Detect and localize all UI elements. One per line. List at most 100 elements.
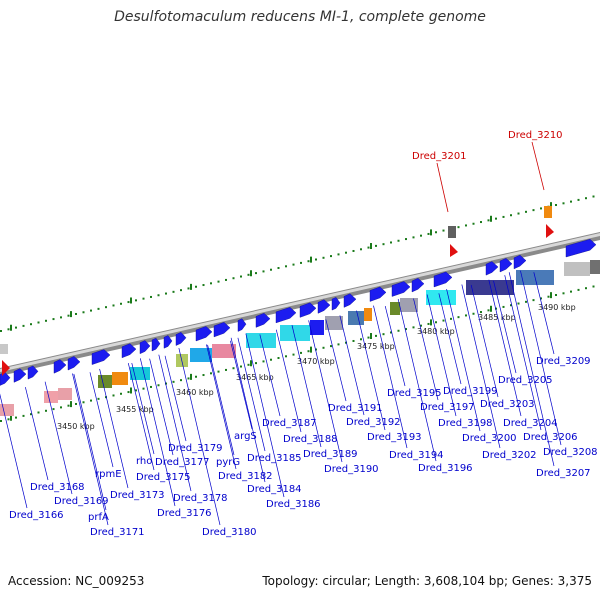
gene-label[interactable]: Dred_3200 (462, 433, 517, 444)
feature-block[interactable] (390, 302, 400, 315)
feature-block[interactable] (348, 311, 364, 325)
gene-label[interactable]: rho (136, 456, 152, 467)
gene-arrow[interactable] (213, 322, 231, 338)
gene-label[interactable]: Dred_3193 (367, 432, 422, 443)
feature-block[interactable] (426, 290, 456, 305)
marker-icon[interactable] (546, 224, 554, 238)
feature-block[interactable] (58, 388, 72, 400)
feature-block[interactable] (0, 404, 14, 416)
gene-label[interactable]: Dred_3173 (110, 490, 165, 501)
gene-label[interactable]: Dred_3186 (266, 499, 321, 510)
gene-label[interactable]: Dred_3205 (498, 375, 553, 386)
gene-label[interactable]: Dred_3202 (482, 450, 537, 461)
gene-label[interactable]: pyrG (216, 457, 240, 468)
gene-arrow[interactable] (317, 299, 331, 314)
feature-block[interactable] (190, 348, 212, 362)
gene-label[interactable]: prfA (88, 512, 109, 523)
gene-arrow[interactable] (499, 258, 513, 273)
gene-arrow[interactable] (485, 261, 499, 276)
gene-arrow[interactable] (0, 371, 11, 386)
gene-label[interactable]: Dred_3188 (283, 434, 338, 445)
feature-block[interactable] (112, 372, 128, 385)
gene-arrow[interactable] (91, 349, 111, 365)
gene-arrow[interactable] (369, 286, 387, 302)
gene-label[interactable]: Dred_3191 (328, 403, 383, 414)
gene-leader-line (44, 381, 73, 495)
gene-label[interactable]: Dred_3204 (503, 418, 558, 429)
dot (60, 406, 62, 409)
gene-arrow[interactable] (195, 326, 213, 342)
gene-label[interactable]: Dred_3175 (136, 472, 191, 483)
gene-label[interactable]: Dred_3190 (324, 464, 379, 475)
gene-arrow[interactable] (67, 356, 81, 371)
feature-block[interactable] (590, 260, 600, 274)
gene-label[interactable]: Dred_3199 (443, 386, 498, 397)
gene-label[interactable]: argS (234, 431, 257, 442)
feature-block[interactable] (310, 320, 324, 335)
feature-block[interactable] (448, 226, 456, 238)
gene-arrow[interactable] (565, 238, 597, 258)
gene-label[interactable]: rpmE (95, 469, 122, 480)
gene-label[interactable]: Dred_3203 (480, 399, 535, 410)
gene-label[interactable]: Dred_3207 (536, 468, 591, 479)
gene-arrow[interactable] (27, 365, 39, 380)
gene-arrow[interactable] (237, 318, 247, 332)
gene-label[interactable]: Dred_3169 (54, 496, 109, 507)
feature-block[interactable] (212, 344, 236, 358)
gene-label[interactable]: Dred_3182 (218, 471, 273, 482)
gene-label[interactable]: Dred_3192 (346, 417, 401, 428)
feature-block[interactable] (44, 391, 58, 403)
feature-block[interactable] (98, 375, 112, 388)
feature-block[interactable] (364, 308, 372, 321)
gene-label[interactable]: Dred_3178 (173, 493, 228, 504)
gene-label[interactable]: Dred_3206 (523, 432, 578, 443)
gene-arrow[interactable] (331, 297, 341, 311)
gene-arrow[interactable] (433, 271, 453, 288)
highlight-gene-label[interactable]: Dred_3210 (508, 130, 563, 141)
gene-arrow[interactable] (13, 368, 27, 383)
gene-arrow[interactable] (151, 337, 161, 352)
gene-label[interactable]: Dred_3184 (247, 484, 302, 495)
gene-label[interactable]: Dred_3171 (90, 527, 145, 538)
gene-label[interactable]: Dred_3180 (202, 527, 257, 538)
feature-block[interactable] (564, 262, 590, 276)
gene-label[interactable]: Dred_3176 (157, 508, 212, 519)
gene-label[interactable]: Dred_3197 (420, 402, 475, 413)
gene-label[interactable]: Dred_3209 (536, 356, 591, 367)
gene-arrow[interactable] (121, 343, 137, 359)
gene-label[interactable]: Dred_3189 (303, 449, 358, 460)
gene-arrow[interactable] (175, 332, 187, 346)
gene-arrow[interactable] (53, 359, 67, 374)
gene-label[interactable]: Dred_3179 (168, 443, 223, 454)
gene-label[interactable]: Dred_3185 (247, 453, 302, 464)
feature-block[interactable] (400, 298, 418, 312)
gene-arrow[interactable] (255, 312, 271, 328)
gene-arrow[interactable] (513, 254, 527, 270)
gene-arrow[interactable] (139, 340, 151, 355)
gene-label[interactable]: Dred_3168 (30, 482, 85, 493)
gene-label[interactable]: Dred_3187 (262, 418, 317, 429)
feature-block[interactable] (0, 344, 8, 354)
gene-label[interactable]: Dred_3196 (418, 463, 473, 474)
tick (10, 324, 12, 331)
gene-arrow[interactable] (163, 335, 173, 349)
feature-block[interactable] (544, 206, 552, 218)
gene-arrow[interactable] (411, 278, 425, 293)
gene-arrow[interactable] (343, 293, 357, 308)
highlight-gene-label[interactable]: Dred_3201 (412, 151, 467, 162)
feature-block[interactable] (325, 316, 343, 330)
gene-label[interactable]: Dred_3198 (438, 418, 493, 429)
gene-label[interactable]: Dred_3177 (155, 457, 210, 468)
marker-icon[interactable] (450, 244, 458, 257)
gene-arrow[interactable] (299, 302, 317, 318)
gene-label[interactable]: Dred_3208 (543, 447, 598, 458)
gene-arrow[interactable] (275, 307, 297, 324)
gene-label[interactable]: Dred_3166 (9, 510, 64, 521)
gene-arrow[interactable] (391, 281, 411, 297)
gene-label[interactable]: Dred_3194 (389, 450, 444, 461)
feature-block[interactable] (280, 325, 310, 341)
marker-icon[interactable] (2, 360, 10, 376)
gene-leader-line (520, 270, 562, 446)
gene-label[interactable]: Dred_3195 (387, 388, 442, 399)
feature-block[interactable] (466, 280, 514, 295)
